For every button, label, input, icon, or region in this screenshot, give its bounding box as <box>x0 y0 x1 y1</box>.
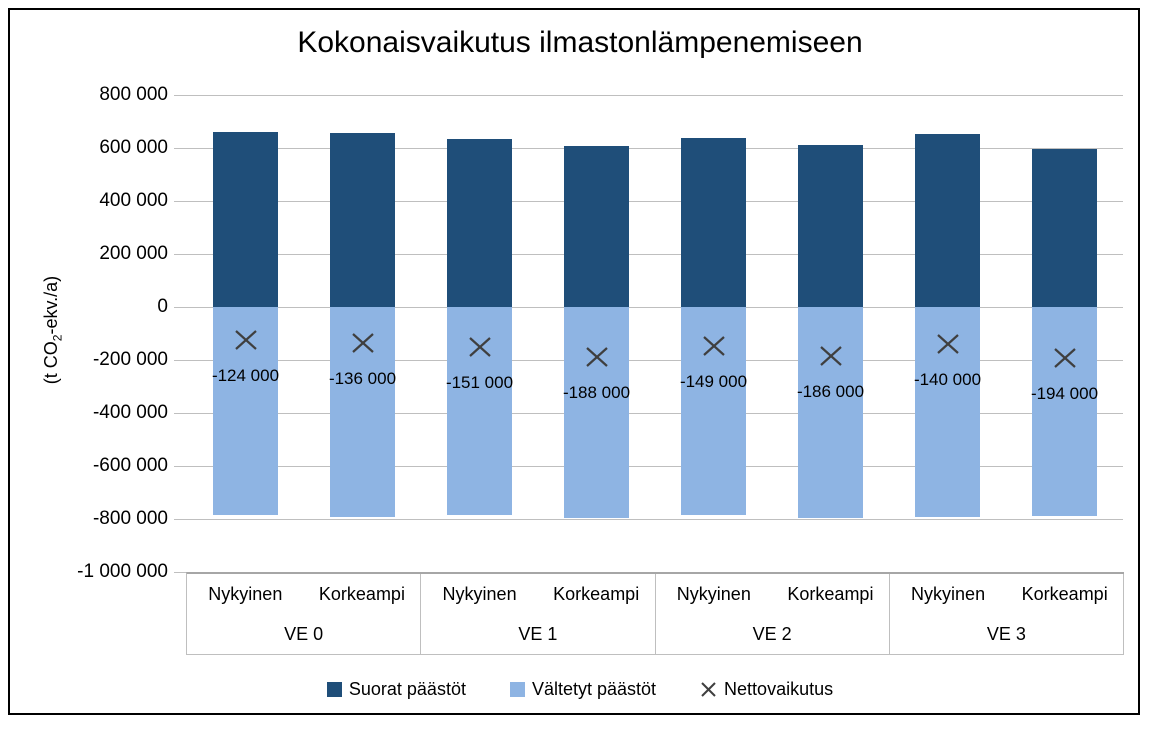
y-axis-tick <box>174 359 187 361</box>
nettovaikutus-marker-icon <box>468 337 492 357</box>
subcategory-label: Korkeampi <box>553 584 640 604</box>
y-axis-tick <box>174 147 187 149</box>
subcategory-label: Korkeampi <box>787 584 874 604</box>
bar-valtetyt-paastot <box>798 307 863 519</box>
nettovaikutus-value-label: -136 000 <box>328 369 397 389</box>
gridline <box>187 518 1123 520</box>
y-tick-label: 400 000 <box>99 190 168 211</box>
y-axis-tick <box>174 518 187 520</box>
bar-valtetyt-paastot <box>681 307 746 516</box>
gridline <box>187 306 1123 308</box>
nettovaikutus-value-label: -151 000 <box>445 373 514 392</box>
y-tick-label: 0 <box>157 296 168 317</box>
nettovaikutus-marker-icon <box>936 334 960 354</box>
gridline <box>187 359 1123 361</box>
bar-suorat-paastot <box>798 145 863 307</box>
y-axis-tick <box>174 94 187 96</box>
nettovaikutus-marker-icon <box>351 333 375 353</box>
y-tick-label: -400 000 <box>92 402 168 423</box>
category-cell: Nykyinen Korkeampi VE 0 <box>187 574 422 654</box>
subcategory-row: Nykyinen Korkeampi <box>421 574 654 615</box>
y-axis-tick <box>174 253 187 255</box>
group-label: VE 3 <box>986 624 1026 644</box>
gridline <box>187 412 1123 414</box>
bar-suorat-paastot <box>330 132 395 307</box>
gridline <box>187 253 1123 255</box>
subcategory-label: Nykyinen <box>442 584 517 604</box>
bar-suorat-paastot <box>447 139 512 307</box>
nettovaikutus-value-label: -149 000 <box>679 372 748 392</box>
nettovaikutus-marker-icon <box>702 336 726 357</box>
y-tick-label: 600 000 <box>99 137 168 158</box>
y-tick-label: -200 000 <box>92 349 168 370</box>
legend: Suorat päästöt Vältetyt päästöt Nettovai… <box>0 673 1160 705</box>
bar-suorat-paastot <box>213 132 278 307</box>
y-axis-tick <box>174 412 187 414</box>
gridline <box>187 200 1123 202</box>
nettovaikutus-marker-icon <box>234 330 258 350</box>
category-cell: Nykyinen Korkeampi VE 3 <box>890 574 1124 654</box>
bar-suorat-paastot <box>681 138 746 307</box>
subcategory-label: Korkeampi <box>318 584 405 604</box>
y-tick-label: -600 000 <box>92 455 168 476</box>
category-axis: Nykyinen Korkeampi VE 0 Nykyinen Korkeampi VE… <box>186 572 1124 655</box>
gridline <box>187 147 1123 149</box>
valtetyt-paastot-swatch-icon <box>509 681 525 697</box>
category-cell: Nykyinen Korkeampi VE 1 <box>421 574 656 654</box>
y-tick-label: 200 000 <box>99 243 168 264</box>
bar-valtetyt-paastot <box>447 307 512 515</box>
y-axis-tick <box>174 465 187 467</box>
subcategory-row: Nykyinen Korkeampi <box>656 574 889 615</box>
bar-suorat-paastot <box>1032 149 1097 307</box>
legend-label-suorat-paastot: Suorat päästöt <box>348 678 466 699</box>
gridline <box>187 94 1123 96</box>
nettovaikutus-value-label: -140 000 <box>913 370 982 390</box>
nettovaikutus-value-label: -186 000 <box>796 382 865 402</box>
chart-border <box>8 8 1140 715</box>
bar-valtetyt-paastot <box>564 307 629 518</box>
legend-label-nettovaikutus: Nettovaikutus <box>724 678 834 699</box>
y-tick-label: -800 000 <box>92 508 168 529</box>
subcategory-row: Nykyinen Korkeampi <box>187 574 420 615</box>
group-label: VE 2 <box>752 624 792 644</box>
y-axis-tick <box>174 571 187 573</box>
nettovaikutus-value-label: -188 000 <box>562 382 631 402</box>
group-label: VE 0 <box>284 624 324 644</box>
y-tick-label: -1 000 000 <box>77 561 168 582</box>
legend-item-nettovaikutus: Nettovaikutus <box>700 679 833 700</box>
chart-title: Kokonaisvaikutus ilmastonlämpenemiseen <box>297 26 863 59</box>
legend-item-valtetyt-paastot: Vältetyt päästöt <box>509 678 657 700</box>
group-label: VE 1 <box>518 624 558 644</box>
nettovaikutus-value-label: -124 000 <box>211 365 280 385</box>
nettovaikutus-marker-icon <box>585 346 609 367</box>
legend-item-suorat-paastot: Suorat päästöt <box>326 678 466 700</box>
y-axis-tick <box>174 306 187 308</box>
subcategory-label: Nykyinen <box>208 584 283 604</box>
bar-valtetyt-paastot <box>915 307 980 517</box>
legend-label-valtetyt-paastot: Vältetyt päästöt <box>531 678 657 699</box>
bar-suorat-paastot <box>564 145 629 307</box>
subcategory-label: Nykyinen <box>676 584 751 604</box>
x-marker-icon <box>700 681 717 697</box>
subcategory-label: Nykyinen <box>911 584 986 604</box>
nettovaikutus-marker-icon <box>819 346 843 367</box>
bar-valtetyt-paastot <box>213 307 278 515</box>
y-axis-tick <box>174 200 187 202</box>
gridline <box>187 465 1123 467</box>
subcategory-row: Nykyinen Korkeampi <box>890 574 1123 615</box>
nettovaikutus-marker-icon <box>1053 348 1077 369</box>
category-cell: Nykyinen Korkeampi VE 2 <box>656 574 890 654</box>
bar-suorat-paastot <box>915 134 980 307</box>
y-tick-label: 800 000 <box>99 84 168 105</box>
subcategory-label: Korkeampi <box>1021 584 1108 604</box>
nettovaikutus-value-label: -194 000 <box>1030 384 1099 404</box>
bar-valtetyt-paastot <box>1032 307 1097 517</box>
suorat-paastot-swatch-icon <box>326 681 342 697</box>
